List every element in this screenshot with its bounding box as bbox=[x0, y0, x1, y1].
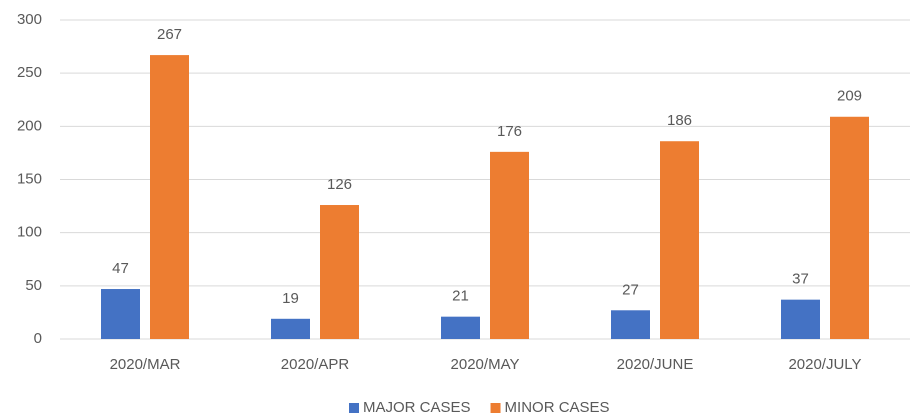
x-tick-label: 2020/MAY bbox=[451, 356, 520, 373]
data-label: 176 bbox=[497, 123, 522, 140]
data-label: 47 bbox=[112, 260, 129, 277]
y-tick-label: 200 bbox=[17, 117, 42, 134]
bar bbox=[660, 141, 699, 339]
data-label: 19 bbox=[282, 290, 299, 307]
bar bbox=[101, 289, 140, 339]
x-tick-label: 2020/APR bbox=[281, 356, 350, 373]
y-tick-label: 250 bbox=[17, 64, 42, 81]
data-label: 27 bbox=[622, 281, 639, 298]
bar bbox=[611, 310, 650, 339]
data-label: 21 bbox=[452, 288, 469, 305]
x-tick-label: 2020/JULY bbox=[788, 356, 861, 373]
bar bbox=[781, 299, 820, 339]
data-label: 37 bbox=[792, 271, 809, 288]
y-tick-label: 100 bbox=[17, 224, 42, 241]
bar bbox=[490, 151, 529, 339]
y-tick-label: 300 bbox=[17, 11, 42, 28]
y-tick-label: 50 bbox=[25, 277, 42, 294]
legend-label: MINOR CASES bbox=[505, 399, 610, 416]
data-label: 126 bbox=[327, 176, 352, 193]
x-tick-label: 2020/MAR bbox=[110, 356, 181, 373]
x-tick-label: 2020/JUNE bbox=[617, 356, 694, 373]
y-tick-label: 0 bbox=[34, 330, 42, 347]
y-tick-label: 150 bbox=[17, 170, 42, 187]
bar bbox=[441, 316, 480, 339]
legend-swatch bbox=[490, 403, 501, 413]
legend-label: MAJOR CASES bbox=[363, 399, 471, 416]
bar bbox=[830, 116, 869, 339]
legend-swatch bbox=[349, 403, 359, 413]
data-label: 267 bbox=[157, 26, 182, 43]
bar bbox=[150, 55, 189, 340]
bar bbox=[320, 205, 359, 339]
data-label: 209 bbox=[837, 88, 862, 105]
data-label: 186 bbox=[667, 112, 692, 129]
bar bbox=[271, 318, 310, 339]
